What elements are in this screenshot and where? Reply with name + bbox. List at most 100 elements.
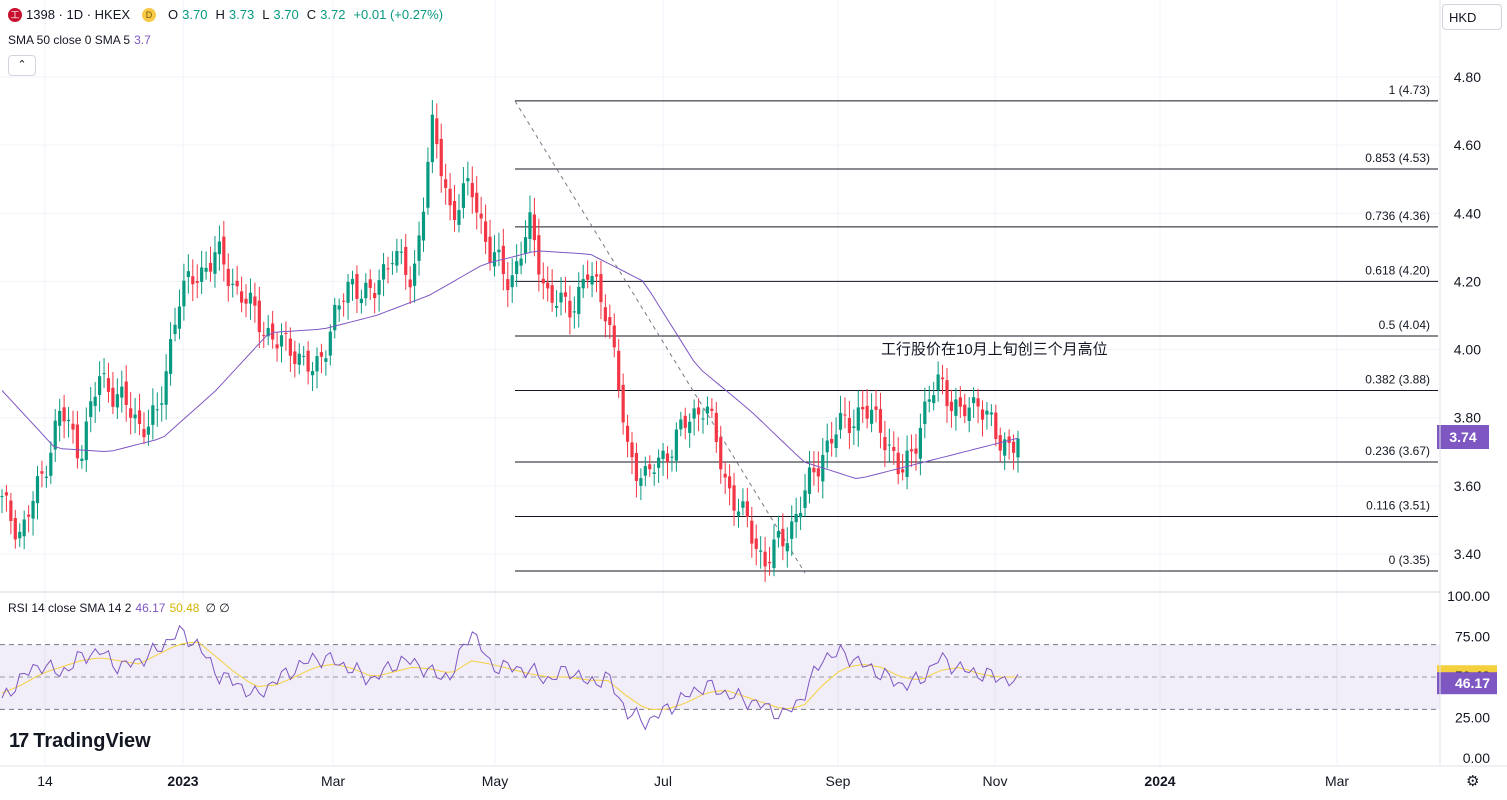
currency-selector[interactable]: HKD: [1442, 4, 1502, 30]
tradingview-logo[interactable]: 17 TradingView: [9, 730, 151, 753]
candle-body: [35, 476, 40, 504]
time-tick-label: 14: [37, 773, 53, 789]
candle-body: [510, 275, 514, 288]
candle-body: [776, 531, 781, 538]
candle-body: [253, 296, 257, 306]
candle-body: [191, 276, 195, 285]
candle-body: [1007, 436, 1011, 443]
candle-body: [901, 469, 905, 473]
candle-body: [563, 292, 568, 297]
delay-badge: D: [142, 7, 157, 22]
candle-body: [13, 518, 17, 540]
candle-body: [528, 212, 532, 239]
candle-body: [865, 405, 869, 419]
candle-body: [745, 501, 749, 517]
high-value: 3.73: [228, 7, 255, 22]
candle-body: [18, 531, 22, 539]
candle-body: [670, 456, 674, 458]
candle-body: [825, 440, 829, 453]
candle-body: [892, 446, 896, 451]
candle-body: [759, 550, 763, 552]
candle-body: [426, 161, 430, 208]
candle-body: [129, 408, 133, 418]
fib-level-label: 1 (4.73): [1389, 83, 1430, 97]
candle-body: [479, 213, 483, 219]
fib-level-label: 0.618 (4.20): [1365, 263, 1430, 277]
candle-body: [603, 307, 607, 322]
candle-body: [439, 138, 443, 177]
candle-body: [830, 439, 834, 444]
candle-body: [838, 412, 843, 430]
candle-body: [40, 471, 44, 474]
candle-body: [501, 245, 505, 275]
candle-body: [466, 178, 470, 182]
candle-body: [0, 496, 4, 498]
candle-body: [71, 423, 75, 430]
candle-body: [355, 274, 359, 299]
candle-body: [173, 324, 177, 335]
time-tick-label: May: [482, 773, 508, 789]
candle-body: [599, 274, 603, 303]
rsi-tick-label: 75.00: [1455, 629, 1490, 645]
candle-body: [577, 286, 581, 314]
candle-body: [812, 467, 816, 473]
candle-body: [53, 420, 57, 450]
candle-body: [612, 325, 616, 348]
candle-body: [617, 350, 621, 390]
candle-body: [342, 300, 346, 302]
symbol-header: 工 1398 · 1D · HKEX D O 3.70 H 3.73 L 3.70 C…: [8, 7, 447, 22]
candle-body: [989, 412, 993, 415]
rsi-sma-line: [1, 641, 1018, 710]
candle-body: [741, 501, 745, 508]
candle-body: [93, 396, 97, 407]
candle-body: [111, 387, 115, 407]
candle-body: [736, 511, 741, 516]
candle-body: [22, 519, 26, 537]
candle-body: [767, 561, 772, 564]
candle-body: [195, 281, 199, 283]
candle-body: [404, 246, 408, 275]
candle-body: [883, 437, 887, 451]
candle-body: [847, 418, 852, 433]
candle-body: [390, 263, 395, 265]
candle-body: [714, 412, 718, 442]
rsi-tick-label: 100.00: [1447, 588, 1490, 604]
rsi-sma-value: 50.48: [169, 601, 200, 615]
collapse-legend-button[interactable]: ⌃: [8, 55, 36, 76]
candle-body: [657, 457, 661, 468]
rsi-tick-label: 0.00: [1463, 750, 1490, 766]
candle-body: [816, 468, 820, 477]
candle-body: [217, 241, 221, 255]
fib-level-label: 0.116 (3.51): [1366, 499, 1430, 513]
candle-body: [537, 235, 541, 275]
change-value: +0.01 (+0.27%): [353, 7, 444, 22]
candle-body: [772, 539, 776, 569]
fib-level-label: 0.236 (3.67): [1365, 444, 1430, 458]
candle-body: [124, 381, 128, 405]
candle-body: [337, 305, 341, 310]
candle-body: [586, 274, 590, 280]
price-tick-label: 3.80: [1454, 410, 1481, 426]
sma-legend[interactable]: SMA 50 close 0 SMA 5 3.7: [8, 33, 151, 47]
candle-body: [293, 351, 297, 365]
last-price-label: 3.74: [1449, 429, 1476, 445]
candle-body: [168, 339, 173, 374]
sma-value: 3.7: [134, 33, 151, 47]
candle-body: [648, 464, 652, 470]
candle-body: [84, 421, 88, 461]
fib-level-label: 0.853 (4.53): [1365, 151, 1430, 165]
candle-body: [958, 397, 962, 407]
rsi-legend[interactable]: RSI 14 close SMA 14 2 46.17 50.48 ∅ ∅: [8, 601, 230, 615]
candle-body: [643, 466, 647, 476]
candle-body: [550, 285, 554, 303]
candle-body: [519, 258, 523, 266]
gear-icon[interactable]: ⚙: [1466, 773, 1480, 790]
candle-body: [27, 514, 31, 517]
candle-body: [905, 450, 909, 478]
candle-body: [559, 292, 563, 303]
candle-body: [949, 401, 954, 411]
candle-body: [874, 406, 878, 410]
symbol-label[interactable]: 1398 · 1D · HKEX: [26, 7, 131, 22]
candle-body: [102, 373, 106, 375]
